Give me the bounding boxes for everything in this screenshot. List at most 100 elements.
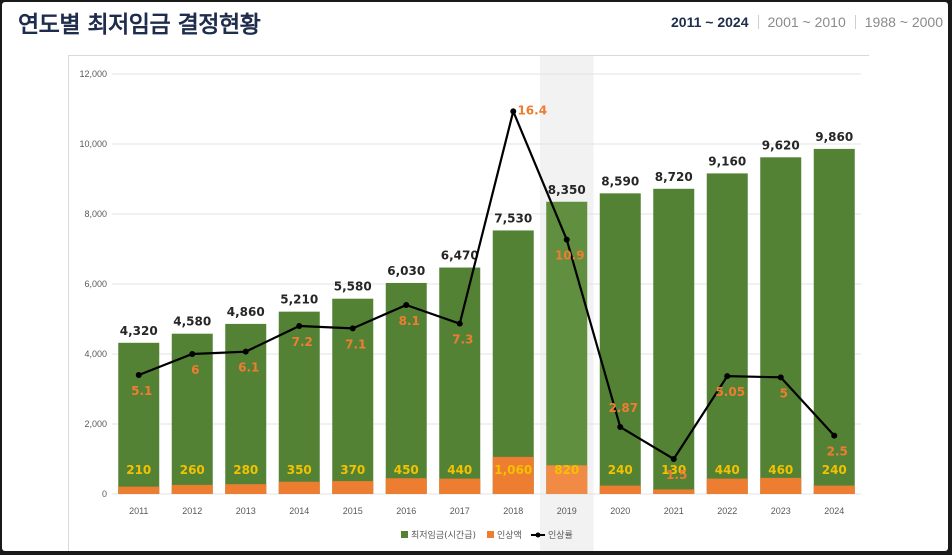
increase-value-label: 450 <box>394 463 419 477</box>
increase-value-label: 370 <box>340 463 365 477</box>
wage-value-label: 9,860 <box>815 130 853 144</box>
wage-value-label: 5,210 <box>280 293 318 307</box>
wage-bar <box>706 173 748 494</box>
rate-point <box>242 348 249 355</box>
rate-point <box>403 302 410 308</box>
tab-divider <box>854 15 856 29</box>
legend-marker-rate <box>535 532 541 538</box>
increase-value-label: 260 <box>180 463 205 477</box>
wage-bar <box>599 193 641 494</box>
increase-value-label: 820 <box>554 463 579 477</box>
y-tick-label: 4,000 <box>84 349 107 359</box>
y-tick-label: 2,000 <box>84 419 107 429</box>
wage-value-label: 9,160 <box>708 154 746 168</box>
rate-value-label: 16.4 <box>517 103 547 117</box>
rate-value-label: 7.2 <box>292 335 313 349</box>
rate-value-label: 5.1 <box>131 384 152 398</box>
x-tick-label: 2016 <box>396 506 416 516</box>
wage-value-label: 8,720 <box>655 170 693 184</box>
page-title: 연도별 최저임금 결정현황 <box>18 12 261 38</box>
x-tick-label: 2013 <box>236 506 256 516</box>
wage-value-label: 6,470 <box>441 249 479 263</box>
increase-bar <box>439 478 481 494</box>
increase-bar <box>118 486 160 494</box>
x-tick-label: 2023 <box>771 506 791 516</box>
wage-value-label: 9,620 <box>762 138 800 152</box>
wage-value-label: 7,530 <box>494 211 532 225</box>
rate-value-label: 7.1 <box>345 337 366 351</box>
rate-value-label: 6.1 <box>238 361 259 375</box>
x-tick-label: 2024 <box>824 506 844 516</box>
increase-bar <box>492 456 534 494</box>
wage-bar <box>439 267 481 494</box>
tab-2001-2010[interactable]: 2001 ~ 2010 <box>767 14 846 30</box>
legend-label-increase: 인상액 <box>497 529 522 541</box>
rate-point <box>831 432 838 439</box>
rate-point <box>563 236 570 243</box>
wage-bar <box>492 230 534 494</box>
increase-bar <box>546 465 588 494</box>
wage-bar <box>760 157 802 495</box>
legend-swatch-increase <box>487 531 494 538</box>
tab-1988-2000[interactable]: 1988 ~ 2000 <box>864 14 943 30</box>
x-tick-label: 2015 <box>343 506 363 516</box>
legend-swatch-wage <box>401 531 408 538</box>
rate-value-label: 2.5 <box>827 445 848 459</box>
increase-value-label: 460 <box>768 463 793 477</box>
tab-2011-2024[interactable]: 2011 ~ 2024 <box>671 14 749 30</box>
increase-value-label: 440 <box>447 463 472 477</box>
wage-bar <box>278 311 320 494</box>
x-tick-label: 2022 <box>717 506 737 516</box>
increase-value-label: 130 <box>661 463 686 477</box>
increase-bar <box>599 485 641 494</box>
increase-value-label: 240 <box>608 463 633 477</box>
rate-line <box>138 107 836 461</box>
x-tick-label: 2011 <box>129 506 148 516</box>
increase-bar <box>225 484 267 494</box>
rate-point <box>510 108 517 115</box>
x-tick-label: 2021 <box>664 506 684 516</box>
wage-bar <box>118 342 160 494</box>
rate-value-label: 7.3 <box>452 333 473 347</box>
wage-bar <box>653 188 695 495</box>
y-tick-label: 12,000 <box>79 69 107 79</box>
wage-value-label: 8,590 <box>601 174 639 188</box>
increase-value-label: 440 <box>715 463 740 477</box>
rate-point <box>349 325 356 332</box>
wage-bar <box>385 282 427 494</box>
wage-value-label: 8,350 <box>548 183 586 197</box>
rate-point <box>189 351 196 357</box>
x-tick-label: 2012 <box>182 506 202 516</box>
rate-value-label: 5 <box>780 386 788 400</box>
increase-value-label: 240 <box>822 463 847 477</box>
rate-point <box>617 424 624 431</box>
wage-value-label: 4,320 <box>120 324 158 338</box>
legend-label-wage: 최저임금(시간급) <box>411 529 476 541</box>
increase-value-label: 280 <box>233 463 258 477</box>
rate-point <box>135 372 142 378</box>
x-tick-label: 2017 <box>450 506 470 516</box>
x-tick-label: 2014 <box>289 506 309 516</box>
rate-point <box>724 373 731 380</box>
y-tick-label: 8,000 <box>84 209 107 219</box>
x-tick-label: 2018 <box>503 506 523 516</box>
increase-value-label: 1,060 <box>494 463 532 477</box>
increase-bar <box>653 489 695 494</box>
rate-point <box>670 456 677 462</box>
rate-value-label: 5.05 <box>715 385 745 399</box>
y-tick-label: 6,000 <box>84 279 107 289</box>
increase-bar <box>385 478 427 494</box>
increase-bar <box>706 478 748 494</box>
rate-value-label: 1.5 <box>666 468 687 482</box>
y-tick-label: 0 <box>102 489 107 499</box>
chart-panel: 02,0004,0006,0008,00010,00012,0000246810… <box>68 55 869 551</box>
wage-value-label: 6,030 <box>387 264 425 278</box>
increase-value-label: 350 <box>287 463 312 477</box>
y-tick-label: 10,000 <box>79 139 107 149</box>
rate-value-label: 6 <box>191 363 199 377</box>
rate-point <box>296 323 303 329</box>
period-tabs: 2011 ~ 2024 2001 ~ 2010 1988 ~ 2000 <box>662 14 948 30</box>
wage-value-label: 4,580 <box>173 315 211 329</box>
increase-bar <box>278 481 320 494</box>
rate-value-label: 8.1 <box>399 314 420 328</box>
